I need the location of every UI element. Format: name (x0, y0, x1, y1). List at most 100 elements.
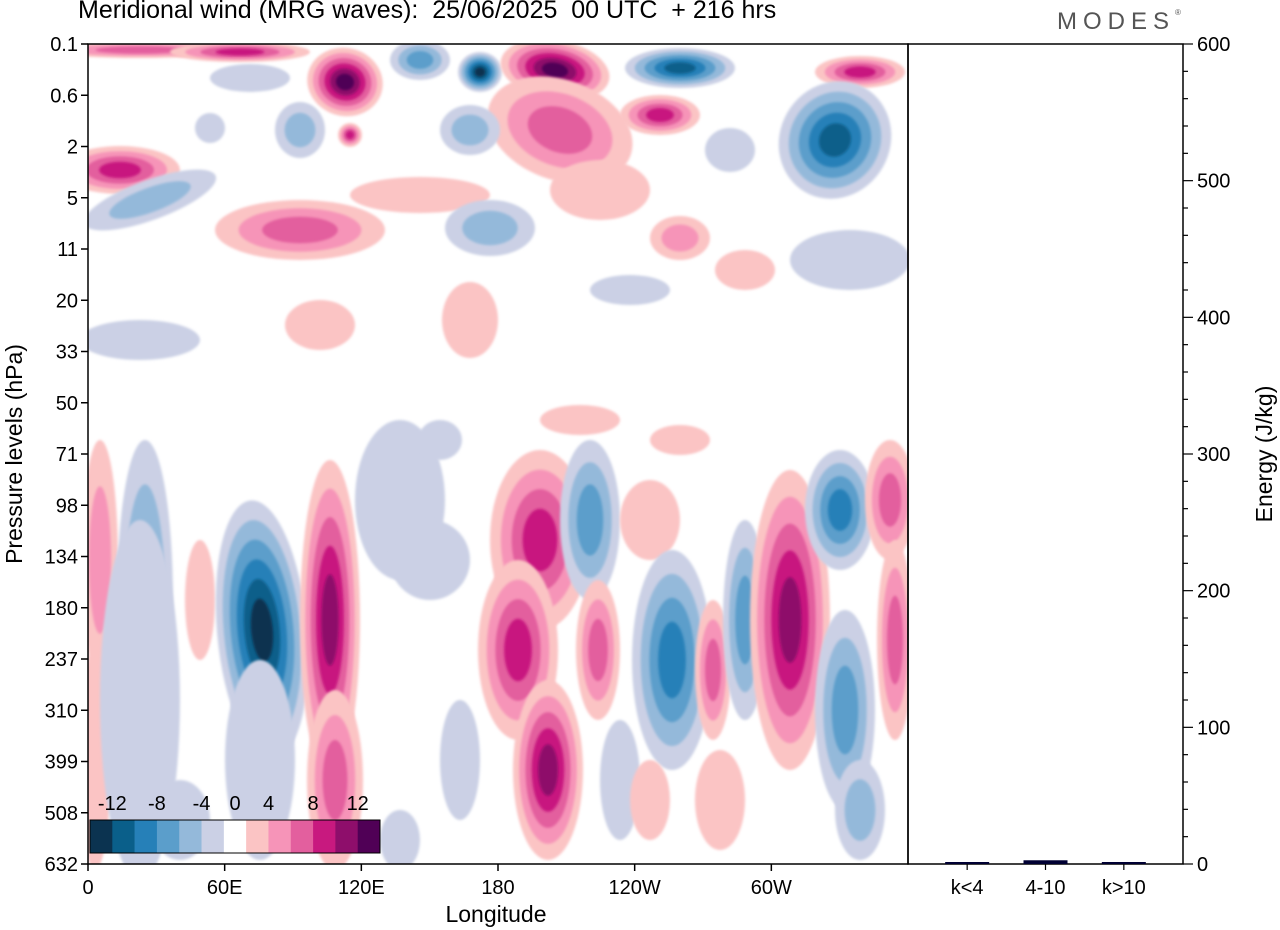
contour-blob (588, 618, 608, 682)
colorbar-swatch (112, 820, 135, 853)
contour-blob (474, 67, 486, 77)
colorbar-swatch (90, 820, 113, 853)
x-axis-label: Longitude (445, 901, 546, 927)
energy-tick-label: 200 (1197, 581, 1230, 603)
contour-blob (250, 598, 274, 662)
y-tick-label: 33 (56, 342, 78, 364)
contour-blob (540, 405, 620, 435)
energy-category-label: k<4 (951, 877, 984, 899)
contour-blob (576, 484, 604, 556)
contour-blob (600, 720, 640, 840)
energy-tick-label: 100 (1197, 717, 1230, 739)
y-tick-label: 180 (45, 598, 78, 620)
contour-blob (335, 73, 355, 91)
contour-blob (646, 108, 674, 122)
chart-title: Meridional wind (MRG waves): 25/06/2025 … (78, 0, 777, 24)
x-tick-label: 180 (481, 877, 514, 899)
colorbar-label: 8 (308, 793, 319, 815)
colorbar-swatch (357, 820, 381, 853)
contour-blob (818, 123, 852, 157)
modes-logo: MODES® (1057, 8, 1181, 35)
contour-blob (100, 520, 180, 864)
y-tick-label: 632 (45, 854, 78, 876)
contour-blob (88, 486, 112, 634)
energy-category-label: k>10 (1102, 877, 1146, 899)
contour-blob (345, 130, 355, 140)
colorbar-label: -4 (193, 793, 211, 815)
y-tick-label: 0.6 (50, 85, 78, 107)
colorbar-label: 12 (347, 793, 369, 815)
contour-blob (390, 520, 470, 600)
contour-blob (705, 128, 755, 172)
contour-blob (284, 112, 316, 148)
contour-blob (440, 700, 480, 820)
contour-blob (210, 64, 290, 92)
energy-axes: 0 100 200 300 400 500 600 Energy (J/kg) k<4 4-10 k… (907, 34, 1277, 899)
colorbar-swatch (156, 820, 180, 853)
colorbar-swatch (268, 820, 292, 853)
energy-tick-label: 500 (1197, 171, 1230, 193)
contour-blob (109, 181, 191, 219)
contour-blob (661, 224, 699, 252)
contour-blob (195, 113, 225, 143)
contour-blob (878, 473, 902, 527)
contour-blob (451, 114, 489, 146)
contour-blob (887, 595, 903, 685)
contour-blob (844, 66, 876, 78)
contour-blob (522, 508, 558, 572)
contour-blob (664, 62, 696, 74)
contour-blob (504, 618, 532, 682)
y-tick-label: 310 (45, 700, 78, 722)
y-tick-label: 11 (57, 239, 78, 261)
contour-blob (321, 574, 339, 666)
contour-blob (590, 275, 670, 305)
x-tick-label: 60W (751, 877, 792, 899)
colorbar-swatch (246, 820, 269, 853)
contour-blob (185, 540, 215, 660)
energy-bar (945, 862, 990, 864)
contour-blob (844, 779, 876, 841)
contour-blob (630, 760, 670, 840)
contour-blob (215, 48, 265, 56)
colorbar-label: -12 (98, 793, 127, 815)
colorbar-label: 0 (229, 793, 240, 815)
contour-blob (350, 177, 490, 213)
contour-blob (658, 621, 686, 699)
contour-blob (778, 577, 802, 663)
colorbar-label: 4 (263, 793, 274, 815)
contour-blob (538, 744, 558, 796)
colorbar-swatch (134, 820, 158, 853)
x-tick-label: 0 (82, 877, 93, 899)
colorbar-swatch (335, 820, 358, 853)
energy-category-label: 4-10 (1025, 877, 1065, 899)
y-tick-label: 71 (56, 444, 78, 466)
contour-blob (527, 106, 593, 154)
y-tick-label: 98 (56, 495, 78, 517)
colorbar-swatch (313, 820, 336, 853)
y-tick-label: 237 (45, 649, 78, 671)
contour-blob (442, 282, 498, 358)
contour-blob (406, 51, 434, 69)
energy-frame (907, 43, 1184, 865)
energy-axis-label: Energy (J/kg) (1251, 386, 1277, 523)
contour-blob (262, 216, 338, 244)
contour-blob (695, 750, 745, 850)
contour-blob (827, 489, 853, 531)
contour-blob (418, 420, 462, 460)
x-tick-label: 120E (338, 877, 385, 899)
x-tick-label: 60E (207, 877, 243, 899)
heatmap-field (88, 44, 908, 864)
colorbar-frame (89, 819, 381, 854)
colorbar-swatch (201, 820, 225, 853)
y-tick-label: 2 (67, 137, 78, 159)
contour-blob (831, 665, 859, 755)
contour-blob (715, 250, 775, 290)
energy-tick-label: 600 (1197, 34, 1230, 56)
heatmap-axes: 0.1 0.6 2 5 11 20 33 50 71 98 134 180 237 310 399 508 63… (1, 34, 909, 927)
colorbar-label: -8 (148, 793, 166, 815)
colorbar-swatch (179, 820, 202, 853)
contour-blob (380, 810, 420, 864)
contour-blob (620, 480, 680, 560)
energy-bar (1101, 862, 1146, 864)
contour-blob (550, 160, 650, 220)
